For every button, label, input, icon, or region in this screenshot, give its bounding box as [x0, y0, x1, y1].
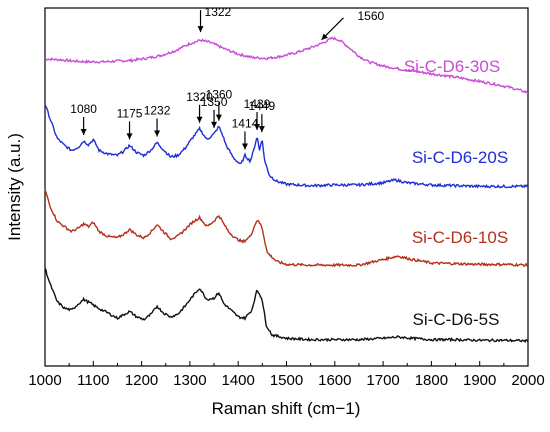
x-axis-title: Raman shift (cm−1): [212, 399, 361, 418]
annotation-arrowhead: [80, 129, 87, 136]
peak-annotation: 1080: [70, 102, 97, 136]
annotation-label: 1322: [205, 5, 232, 19]
peak-annotation: 1322: [197, 5, 232, 33]
annotation-arrowhead: [196, 116, 203, 123]
annotation-label: 1350: [201, 95, 228, 109]
y-axis-title: Intensity (a.u.): [5, 133, 24, 241]
annotation-arrowhead: [197, 26, 204, 33]
annotation-arrowhead: [211, 121, 218, 128]
annotation-arrowhead: [215, 114, 222, 121]
x-tick-label: 2000: [511, 372, 544, 389]
annotation-arrowhead: [321, 33, 328, 40]
x-axis-ticks: 1000 1100 1200 1300 1400 1500 1600 1700 1800 1900…: [28, 361, 545, 389]
series-line: [44, 188, 529, 268]
series-line: [44, 267, 529, 344]
series-label: Si-C-D6-20S: [412, 148, 508, 167]
series-label: Si-C-D6-30S: [404, 57, 500, 76]
annotation-label: 1449: [249, 99, 276, 113]
annotation-label: 1439: [244, 97, 271, 111]
annotation-label: 1080: [70, 102, 97, 116]
x-tick-label: 1400: [222, 372, 255, 389]
x-tick-label: 1900: [463, 372, 496, 389]
annotation-label: 1360: [206, 88, 233, 102]
series-line: [44, 103, 529, 189]
x-tick-label: 1700: [366, 372, 399, 389]
peak-annotation: 1232: [144, 103, 171, 137]
annotation-arrowhead: [241, 143, 248, 150]
annotation-arrowhead: [154, 130, 161, 137]
annotation-arrowhead: [126, 133, 133, 140]
series-lines: [44, 36, 529, 344]
annotation-arrowhead: [258, 126, 265, 133]
peak-annotation: 1360: [206, 88, 233, 121]
peak-annotation: 1439: [244, 97, 271, 130]
x-tick-label: 1200: [125, 372, 158, 389]
x-tick-label: 1600: [318, 372, 351, 389]
x-tick-label: 1500: [270, 372, 303, 389]
series-label: Si-C-D6-5S: [413, 310, 500, 329]
peak-annotation: 1449: [249, 99, 276, 133]
annotation-label: 1560: [357, 9, 384, 23]
peak-annotation: 1560: [321, 9, 385, 41]
x-tick-label: 1000: [28, 372, 61, 389]
series-line: [44, 36, 529, 94]
peak-annotation: 1414: [232, 116, 259, 150]
x-tick-label: 1300: [173, 372, 206, 389]
peak-annotation: 1350: [201, 95, 228, 128]
x-tick-label: 1100: [77, 372, 109, 389]
peak-annotation: 1175: [117, 106, 143, 140]
annotation-label: 1414: [232, 116, 259, 130]
series-labels: Si-C-D6-30S Si-C-D6-20S Si-C-D6-10S Si-C-D6…: [404, 57, 508, 329]
series-label: Si-C-D6-10S: [412, 228, 508, 247]
annotation-arrowhead: [254, 124, 261, 130]
peak-annotation: 1320: [186, 90, 213, 123]
annotation-label: 1175: [117, 106, 143, 120]
annotation-label: 1232: [144, 103, 171, 117]
annotation-label: 1320: [186, 90, 213, 104]
x-tick-label: 1800: [415, 372, 448, 389]
